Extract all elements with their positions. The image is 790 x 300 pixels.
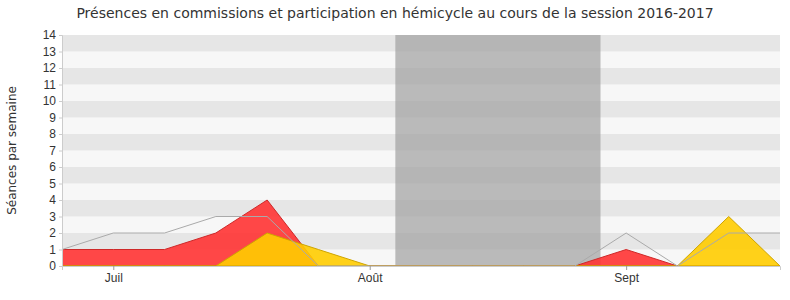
tick-mark bbox=[113, 266, 114, 270]
line bbox=[62, 217, 780, 267]
area bbox=[62, 217, 780, 267]
area bbox=[62, 200, 780, 266]
tick-label: 3 bbox=[49, 210, 56, 224]
tick: Sept bbox=[614, 266, 639, 285]
tick-label: 9 bbox=[49, 111, 56, 125]
tick-label: 13 bbox=[43, 45, 57, 59]
tick-mark bbox=[59, 250, 62, 251]
tick: 7 bbox=[49, 144, 62, 158]
tick: Juil bbox=[105, 266, 123, 285]
tick: 3 bbox=[49, 210, 62, 224]
tick-mark bbox=[59, 118, 62, 119]
y-axis: 01234567891011121314 bbox=[43, 28, 63, 273]
chart: 01234567891011121314JuilAoûtSeptPrésence… bbox=[0, 0, 790, 300]
tick: Août bbox=[358, 266, 383, 285]
tick-mark bbox=[59, 52, 62, 53]
tick-label: 8 bbox=[49, 127, 56, 141]
tick-mark bbox=[59, 217, 62, 218]
tick-mark bbox=[370, 266, 371, 270]
tick: 1 bbox=[49, 243, 62, 257]
tick: 0 bbox=[49, 259, 62, 273]
tick-label: 14 bbox=[43, 28, 57, 42]
axis-line bbox=[63, 267, 781, 271]
tick-label: Août bbox=[358, 271, 383, 285]
tick-label: Juil bbox=[105, 271, 123, 285]
grid bbox=[62, 35, 780, 266]
axis-line bbox=[59, 36, 63, 267]
tick: 11 bbox=[44, 78, 62, 92]
tick: 13 bbox=[43, 45, 62, 59]
tick-mark bbox=[59, 101, 62, 102]
tick-label: 6 bbox=[49, 160, 56, 174]
tick-mark bbox=[59, 85, 62, 86]
tick-label: Sept bbox=[614, 271, 639, 285]
tick: 10 bbox=[43, 94, 62, 108]
tick-mark bbox=[626, 266, 627, 270]
tick-mark bbox=[59, 35, 62, 36]
tick-mark bbox=[59, 200, 62, 201]
tick: 5 bbox=[49, 177, 62, 191]
tick-mark bbox=[59, 68, 62, 69]
tick-mark bbox=[59, 266, 62, 267]
tick: 6 bbox=[49, 160, 62, 174]
tick: 8 bbox=[49, 127, 62, 141]
tick-label: 5 bbox=[49, 177, 56, 191]
plot bbox=[62, 35, 780, 266]
tick: 9 bbox=[49, 111, 62, 125]
tick-label: 11 bbox=[44, 78, 57, 92]
tick-label: 4 bbox=[49, 193, 56, 207]
y-axis-title: Séances par semaine bbox=[5, 86, 19, 215]
tick-label: 1 bbox=[49, 243, 56, 257]
x-axis: Juil Août Sept bbox=[63, 266, 781, 285]
tick-mark bbox=[59, 233, 62, 234]
tick-mark bbox=[59, 134, 62, 135]
tick-mark bbox=[59, 167, 62, 168]
tick-mark bbox=[59, 184, 62, 185]
tick-label: 7 bbox=[49, 144, 56, 158]
tick: 14 bbox=[43, 28, 62, 42]
tick: 12 bbox=[43, 61, 62, 75]
tick: 2 bbox=[49, 226, 62, 240]
title: Présences en commissions et participatio… bbox=[76, 5, 713, 21]
tick-label: 2 bbox=[49, 226, 56, 240]
tick-mark bbox=[59, 151, 62, 152]
tick-label: 10 bbox=[43, 94, 57, 108]
tick-label: 12 bbox=[43, 61, 57, 75]
tick: 4 bbox=[49, 193, 62, 207]
tick-label: 0 bbox=[49, 259, 56, 273]
vacation-band bbox=[395, 35, 600, 266]
